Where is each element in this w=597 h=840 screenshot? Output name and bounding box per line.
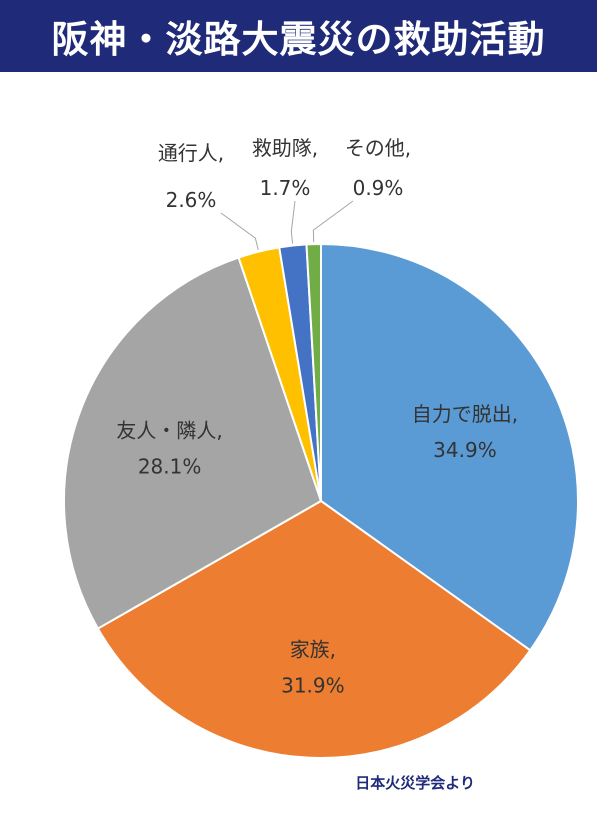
slice-value-self-escape: 34.9% [433,438,497,462]
slice-value-family: 31.9% [281,674,345,698]
pie-slice-friend-neighbor [63,256,323,630]
slice-label-passerby: 通行人, [158,141,224,165]
slice-label-friend-neighbor: 友人・隣人, [116,419,222,443]
slice-value-friend-neighbor: 28.1% [138,455,202,479]
slice-label-rescue-team: 救助隊, [252,136,318,160]
slice-label-other: その他, [345,136,411,160]
slice-value-other: 0.9% [353,176,404,200]
title-bar: 阪神・淡路大震災の救助活動 [0,0,597,72]
slice-value-rescue-team: 1.7% [260,176,311,200]
source-note: 日本火災学会より [355,774,475,792]
slice-label-self-escape: 自力で脱出, [412,402,518,426]
leader-lines [220,200,354,250]
slice-label-family: 家族, [290,638,336,662]
chart-title: 阪神・淡路大震災の救助活動 [51,18,546,61]
leader-line-passerby [220,212,259,250]
slice-value-passerby: 2.6% [166,188,217,212]
pie-slice-family [96,499,532,759]
pie-slice-self-escape [320,242,579,652]
leader-line-rescue-team [290,200,296,244]
leader-line-other [312,200,354,243]
pie-slices [63,242,579,759]
pie-slice-other [305,242,322,502]
slice-labels: 自力で脱出, 34.9% 家族, 31.9% 友人・隣人, 28.1% 通行人, 2.6% 救助… [116,136,518,698]
